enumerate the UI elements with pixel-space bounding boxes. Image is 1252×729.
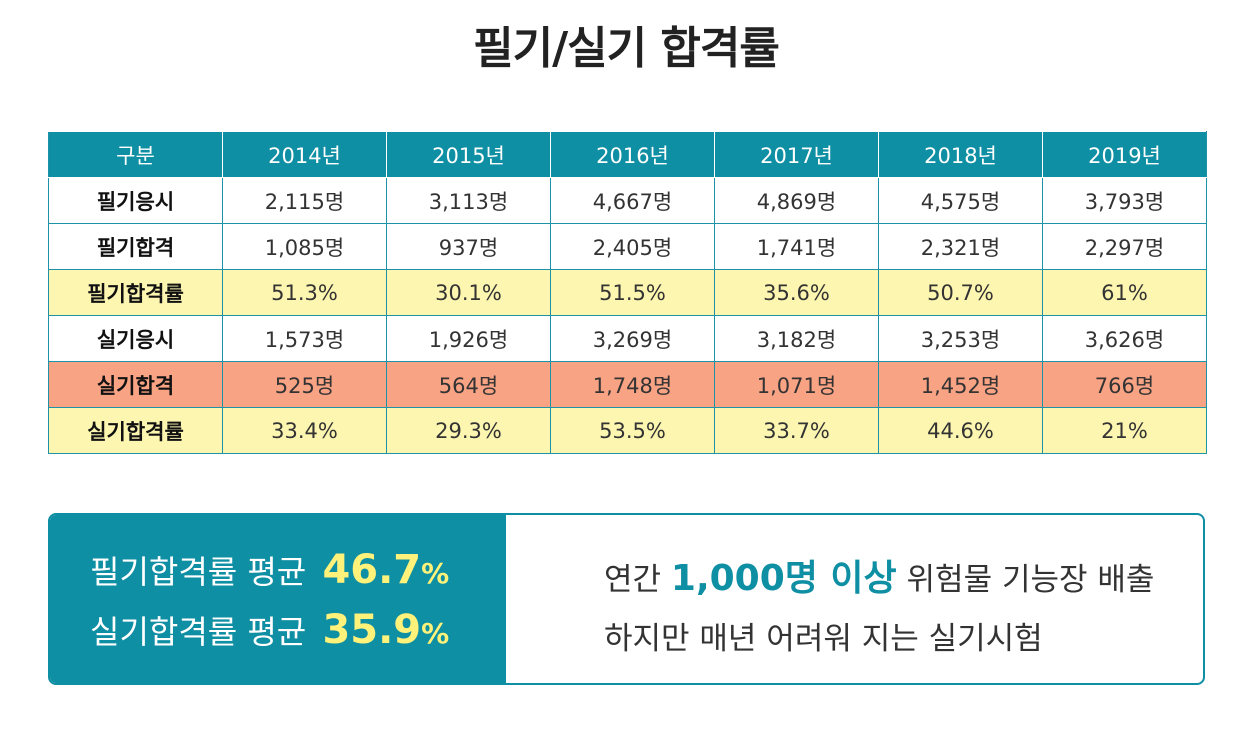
table-cell: 525명 <box>222 361 387 408</box>
table-cell: 3,269명 <box>550 315 715 362</box>
table-cell: 3,113명 <box>386 177 551 224</box>
table-cell: 1,085명 <box>222 223 387 270</box>
header-year-2019: 2019년 <box>1042 131 1207 178</box>
table-cell: 766명 <box>1042 361 1207 408</box>
table-cell: 564명 <box>386 361 551 408</box>
practical-average-label: 실기합격률 평균 <box>90 613 307 651</box>
header-year-2017: 2017년 <box>714 131 879 178</box>
table-cell: 3,793명 <box>1042 177 1207 224</box>
header-year-2018: 2018년 <box>878 131 1043 178</box>
row-label: 실기응시 <box>48 315 223 362</box>
written-average-line: 필기합격률 평균 46.7% <box>90 547 449 593</box>
table-cell: 1,748명 <box>550 361 715 408</box>
average-panel: 필기합격률 평균 46.7% 실기합격률 평균 35.9% <box>50 515 506 683</box>
table-header-row: 구분 2014년 2015년 2016년 2017년 2018년 2019년 <box>48 131 1207 178</box>
table-row-practical-passed: 실기합격 525명 564명 1,748명 1,071명 1,452명 766명 <box>48 361 1207 408</box>
description-line-2: 하지만 매년 어려워 지는 실기시험 <box>604 621 1043 657</box>
table-cell: 4,575명 <box>878 177 1043 224</box>
page-title: 필기/실기 합격률 <box>473 23 780 74</box>
percent-unit: % <box>421 557 450 590</box>
table-row-written-pass-rate: 필기합격률 51.3% 30.1% 51.5% 35.6% 50.7% 61% <box>48 269 1207 316</box>
header-category: 구분 <box>48 131 223 178</box>
table-cell: 1,741명 <box>714 223 879 270</box>
table-row-written-passed: 필기합격 1,085명 937명 2,405명 1,741명 2,321명 2,… <box>48 223 1207 270</box>
row-label: 필기응시 <box>48 177 223 224</box>
row-label: 필기합격률 <box>48 269 223 316</box>
table-cell: 61% <box>1042 269 1207 316</box>
table-cell: 1,573명 <box>222 315 387 362</box>
pass-rate-table: 구분 2014년 2015년 2016년 2017년 2018년 2019년 필… <box>48 131 1207 454</box>
table-cell: 2,297명 <box>1042 223 1207 270</box>
header-year-2016: 2016년 <box>550 131 715 178</box>
table-cell: 4,869명 <box>714 177 879 224</box>
table-cell: 21% <box>1042 407 1207 454</box>
description-line-1: 연간 1,000명 이상 위험물 기능장 배출 <box>604 549 1154 601</box>
table-cell: 44.6% <box>878 407 1043 454</box>
table-cell: 53.5% <box>550 407 715 454</box>
table-cell: 1,071명 <box>714 361 879 408</box>
header-year-2015: 2015년 <box>386 131 551 178</box>
table-row-practical-applicants: 실기응시 1,573명 1,926명 3,269명 3,182명 3,253명 … <box>48 315 1207 362</box>
row-label: 필기합격 <box>48 223 223 270</box>
table-cell: 937명 <box>386 223 551 270</box>
practical-average-value: 35.9 <box>322 607 422 653</box>
table-cell: 35.6% <box>714 269 879 316</box>
description-prefix: 연간 <box>604 562 662 598</box>
table-cell: 33.7% <box>714 407 879 454</box>
description-highlight: 1,000명 이상 <box>670 558 897 599</box>
table-cell: 3,182명 <box>714 315 879 362</box>
table-row-practical-pass-rate: 실기합격률 33.4% 29.3% 53.5% 33.7% 44.6% 21% <box>48 407 1207 454</box>
table-cell: 30.1% <box>386 269 551 316</box>
table-cell: 33.4% <box>222 407 387 454</box>
description-suffix: 위험물 기능장 배출 <box>906 562 1155 598</box>
table-cell: 51.5% <box>550 269 715 316</box>
table-cell: 2,321명 <box>878 223 1043 270</box>
table-cell: 51.3% <box>222 269 387 316</box>
table-cell: 1,452명 <box>878 361 1043 408</box>
written-average-label: 필기합격률 평균 <box>90 553 307 591</box>
table-cell: 3,626명 <box>1042 315 1207 362</box>
table-cell: 4,667명 <box>550 177 715 224</box>
header-year-2014: 2014년 <box>222 131 387 178</box>
table-cell: 50.7% <box>878 269 1043 316</box>
table-cell: 3,253명 <box>878 315 1043 362</box>
row-label: 실기합격률 <box>48 407 223 454</box>
written-average-value: 46.7 <box>322 547 422 593</box>
description-panel: 연간 1,000명 이상 위험물 기능장 배출 하지만 매년 어려워 지는 실기… <box>554 515 1203 683</box>
percent-unit: % <box>421 617 450 650</box>
table-row-written-applicants: 필기응시 2,115명 3,113명 4,667명 4,869명 4,575명 … <box>48 177 1207 224</box>
practical-average-line: 실기합격률 평균 35.9% <box>90 607 449 653</box>
summary-box: 필기합격률 평균 46.7% 실기합격률 평균 35.9% 연간 1,000명 … <box>48 513 1205 685</box>
row-label: 실기합격 <box>48 361 223 408</box>
table-cell: 29.3% <box>386 407 551 454</box>
table-cell: 2,405명 <box>550 223 715 270</box>
table-cell: 1,926명 <box>386 315 551 362</box>
table-cell: 2,115명 <box>222 177 387 224</box>
